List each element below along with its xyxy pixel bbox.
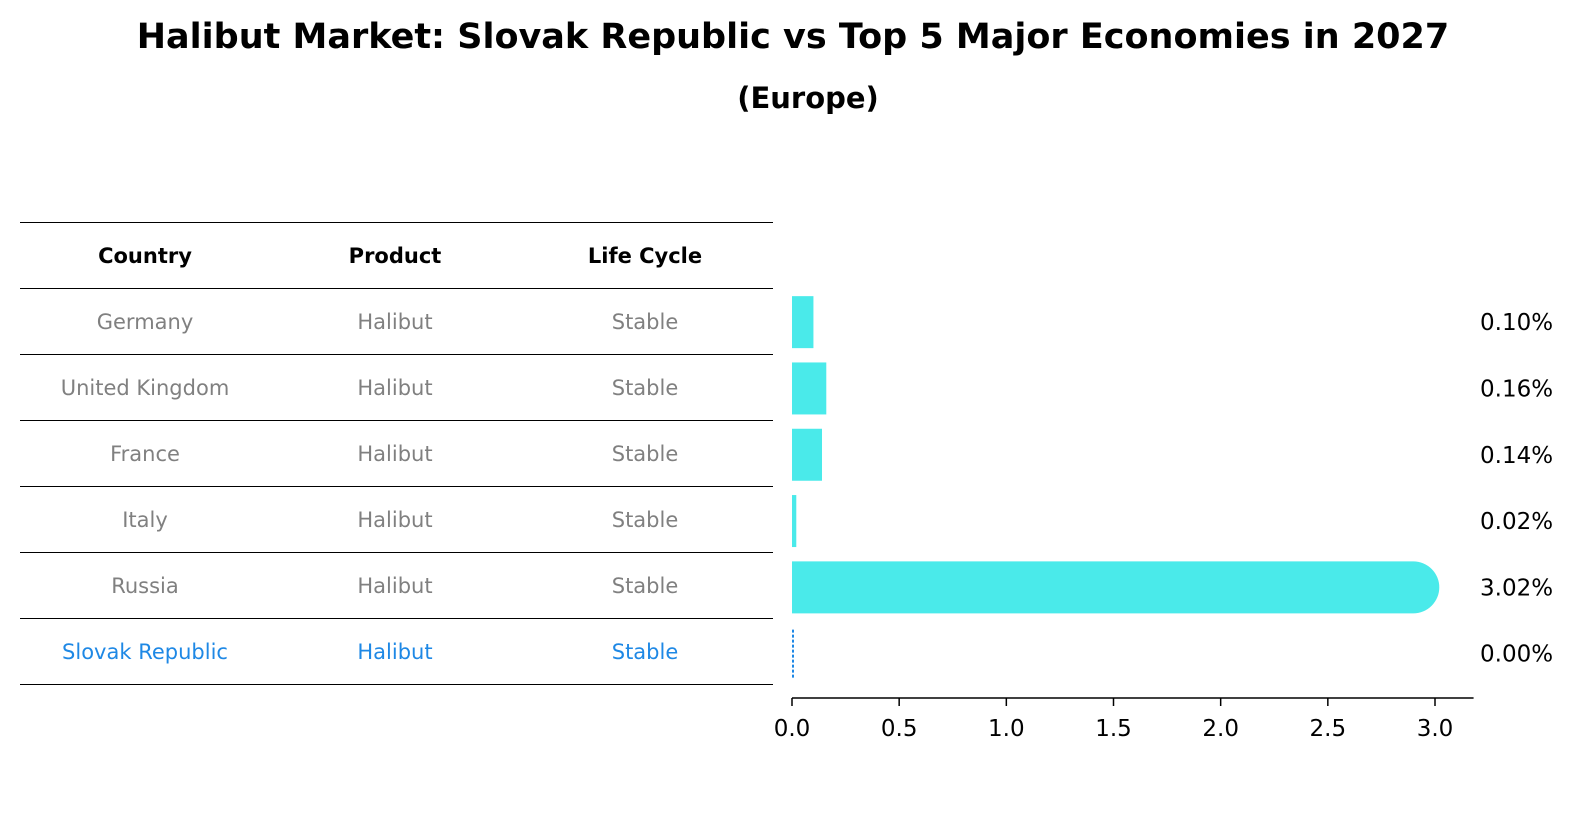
bar	[792, 428, 823, 481]
bar	[792, 362, 827, 415]
table-row: United Kingdom Halibut Stable	[20, 355, 773, 421]
bar	[792, 495, 797, 548]
product-cell: Halibut	[357, 573, 433, 598]
product-cell: Halibut	[357, 375, 433, 400]
country-cell: Germany	[96, 309, 194, 334]
bar-value-label: 0.02%	[1480, 509, 1553, 535]
country-cell: Italy	[122, 507, 168, 532]
product-cell: Halibut	[357, 309, 433, 334]
x-tick-label: 3.0	[1417, 716, 1454, 742]
life-cycle-cell: Stable	[611, 375, 679, 400]
x-tick-label: 1.0	[988, 716, 1025, 742]
chart-subtitle: (Europe)	[737, 81, 879, 115]
life-cycle-cell: Stable	[611, 507, 679, 532]
product-cell: Halibut	[357, 507, 433, 532]
header-country: Country	[98, 243, 192, 268]
table-row: France Halibut Stable	[20, 421, 773, 487]
product-cell: Halibut	[357, 639, 433, 664]
life-cycle-cell: Stable	[611, 639, 679, 664]
data-table: Country Product Life Cycle Germany Halib…	[20, 222, 773, 685]
x-tick-label: 0.5	[881, 716, 918, 742]
table-row-highlight: Slovak Republic Halibut Stable	[20, 619, 773, 685]
bar	[792, 561, 1440, 614]
chart-title: Halibut Market: Slovak Republic vs Top 5…	[136, 17, 1450, 57]
country-cell: Russia	[111, 573, 179, 598]
header-product: Product	[348, 243, 442, 268]
life-cycle-cell: Stable	[611, 573, 679, 598]
header-life-cycle: Life Cycle	[587, 243, 703, 268]
table-row: Russia Halibut Stable	[20, 553, 773, 619]
life-cycle-cell: Stable	[611, 441, 679, 466]
x-tick-label: 1.5	[1095, 716, 1132, 742]
country-cell: Slovak Republic	[62, 639, 228, 664]
country-cell: United Kingdom	[60, 375, 230, 400]
x-tick-label: 0.0	[774, 716, 811, 742]
bar-value-label: 0.00%	[1480, 642, 1553, 668]
bar-value-label: 0.14%	[1480, 443, 1553, 469]
bar	[792, 296, 814, 349]
x-tick-label: 2.5	[1310, 716, 1347, 742]
bar-value-label: 0.16%	[1480, 376, 1553, 402]
bar-value-label: 3.02%	[1480, 575, 1553, 601]
life-cycle-cell: Stable	[611, 309, 679, 334]
x-tick-label: 2.0	[1202, 716, 1239, 742]
country-cell: France	[110, 441, 180, 466]
table-row: Germany Halibut Stable	[20, 289, 773, 355]
product-cell: Halibut	[357, 441, 433, 466]
bar-value-label: 0.10%	[1480, 310, 1553, 336]
table-row: Italy Halibut Stable	[20, 487, 773, 553]
table-header-row: Country Product Life Cycle	[20, 222, 773, 289]
